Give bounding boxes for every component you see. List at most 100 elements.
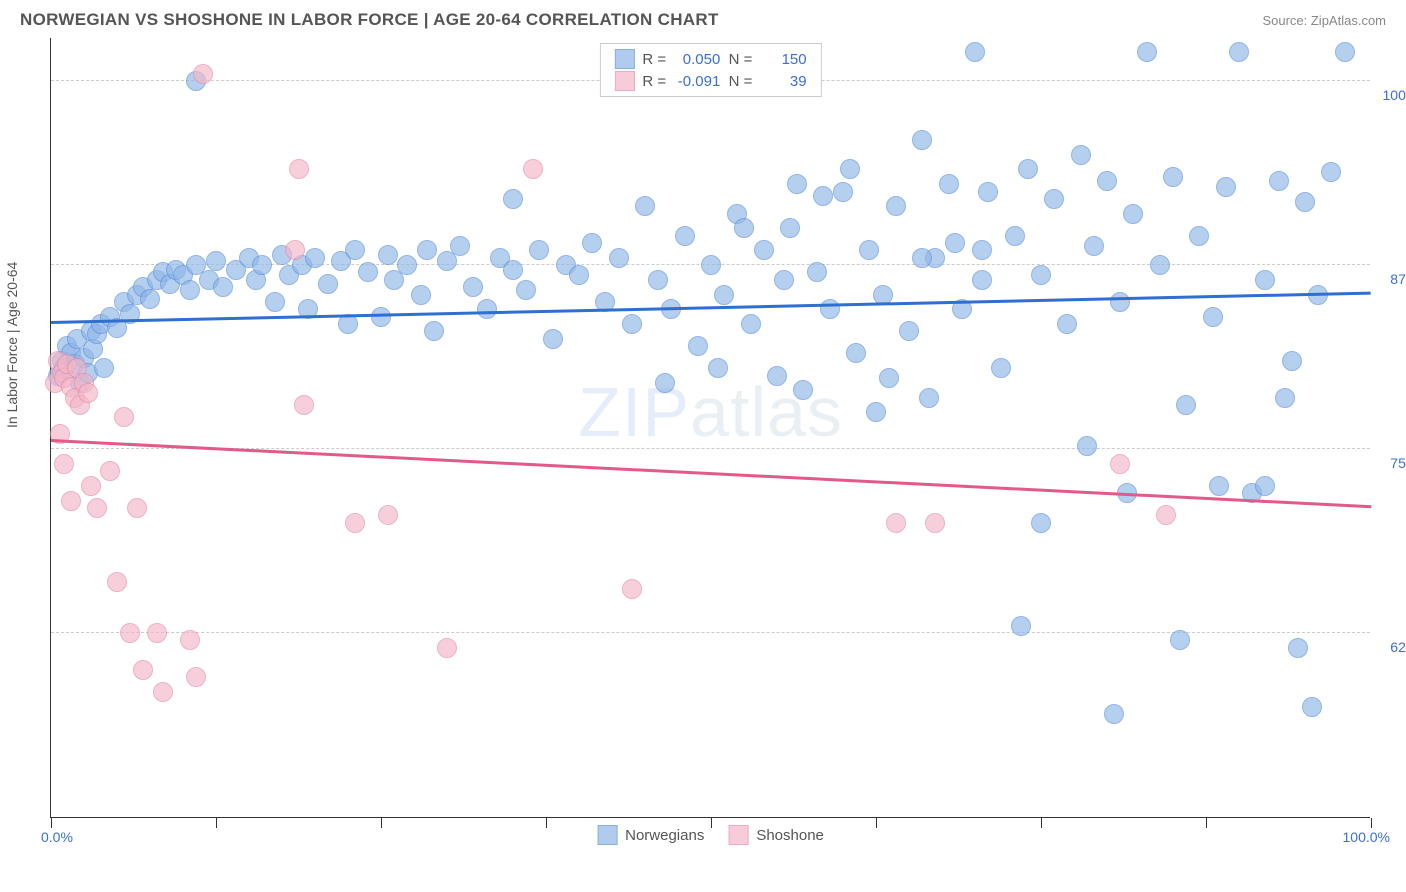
data-point [186, 667, 206, 687]
data-point [305, 248, 325, 268]
data-point [1110, 454, 1130, 474]
data-point [107, 572, 127, 592]
data-point [543, 329, 563, 349]
data-point [886, 196, 906, 216]
data-point [1302, 697, 1322, 717]
data-point [1269, 171, 1289, 191]
data-point [793, 380, 813, 400]
data-point [1216, 177, 1236, 197]
data-point [1150, 255, 1170, 275]
data-point [945, 233, 965, 253]
x-tick [216, 818, 217, 828]
data-point [54, 454, 74, 474]
data-point [411, 285, 431, 305]
data-point [153, 682, 173, 702]
y-tick-label: 75.0% [1390, 455, 1406, 471]
data-point [1163, 167, 1183, 187]
data-point [582, 233, 602, 253]
data-point [774, 270, 794, 290]
series-name: Norwegians [625, 827, 704, 844]
data-point [1097, 171, 1117, 191]
legend-row: R = -0.091 N = 39 [614, 70, 806, 92]
data-point [397, 255, 417, 275]
data-point [100, 461, 120, 481]
x-label-min: 0.0% [41, 829, 73, 845]
data-point [714, 285, 734, 305]
data-point [569, 265, 589, 285]
data-point [378, 505, 398, 525]
data-point [523, 159, 543, 179]
data-point [978, 182, 998, 202]
y-tick-label: 87.5% [1390, 271, 1406, 287]
legend-swatch [614, 49, 634, 69]
data-point [701, 255, 721, 275]
data-point [1255, 476, 1275, 496]
legend-swatch [728, 825, 748, 845]
data-point [754, 240, 774, 260]
data-point [265, 292, 285, 312]
data-point [780, 218, 800, 238]
data-point [1189, 226, 1209, 246]
data-point [622, 314, 642, 334]
data-point [846, 343, 866, 363]
data-point [516, 280, 536, 300]
data-point [820, 299, 840, 319]
series-legend-item: Norwegians [597, 825, 704, 845]
data-point [1170, 630, 1190, 650]
series-legend: Norwegians Shoshone [597, 825, 824, 845]
trend-line [51, 439, 1371, 508]
data-point [919, 388, 939, 408]
series-name: Shoshone [756, 827, 824, 844]
data-point [529, 240, 549, 260]
data-point [1057, 314, 1077, 334]
data-point [450, 236, 470, 256]
data-point [972, 240, 992, 260]
data-point [1044, 189, 1064, 209]
data-point [463, 277, 483, 297]
data-point [925, 513, 945, 533]
data-point [147, 623, 167, 643]
data-point [1229, 42, 1249, 62]
legend-stats: R = 0.050 N = 150 [642, 51, 806, 68]
data-point [1176, 395, 1196, 415]
data-point [787, 174, 807, 194]
data-point [87, 498, 107, 518]
data-point [1335, 42, 1355, 62]
data-point [866, 402, 886, 422]
data-point [939, 174, 959, 194]
data-point [813, 186, 833, 206]
data-point [859, 240, 879, 260]
chart-title: NORWEGIAN VS SHOSHONE IN LABOR FORCE | A… [20, 10, 719, 30]
data-point [1104, 704, 1124, 724]
data-point [1071, 145, 1091, 165]
data-point [1018, 159, 1038, 179]
data-point [140, 289, 160, 309]
x-tick [546, 818, 547, 828]
data-point [840, 159, 860, 179]
x-tick [1371, 818, 1372, 828]
data-point [635, 196, 655, 216]
data-point [1288, 638, 1308, 658]
data-point [1282, 351, 1302, 371]
data-point [879, 368, 899, 388]
correlation-legend: R = 0.050 N = 150 R = -0.091 N = 39 [599, 43, 821, 97]
data-point [1203, 307, 1223, 327]
data-point [358, 262, 378, 282]
data-point [206, 251, 226, 271]
data-point [833, 182, 853, 202]
data-point [886, 513, 906, 533]
x-label-max: 100.0% [1343, 829, 1390, 845]
data-point [912, 130, 932, 150]
data-point [609, 248, 629, 268]
data-point [133, 660, 153, 680]
y-axis-title: In Labor Force | Age 20-64 [4, 262, 20, 428]
data-point [127, 498, 147, 518]
data-point [345, 240, 365, 260]
data-point [120, 623, 140, 643]
x-tick [51, 818, 52, 828]
data-point [972, 270, 992, 290]
data-point [1031, 265, 1051, 285]
data-point [1295, 192, 1315, 212]
legend-swatch [597, 825, 617, 845]
data-point [1255, 270, 1275, 290]
